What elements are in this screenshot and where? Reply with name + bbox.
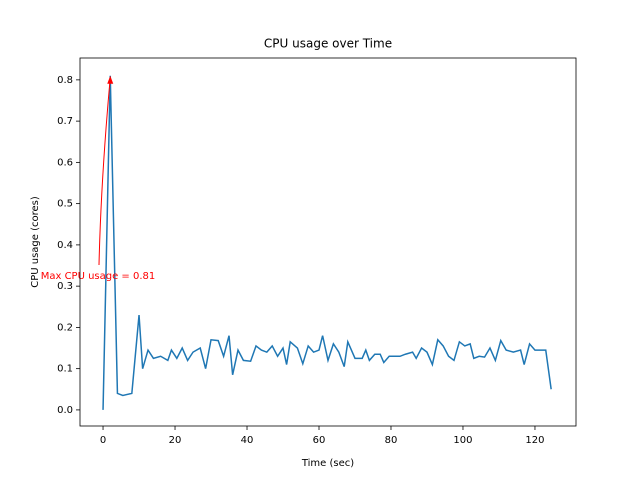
chart-title: CPU usage over Time — [264, 37, 392, 51]
y-tick-label: 0.4 — [57, 240, 73, 251]
y-tick-label: 0.2 — [57, 322, 73, 333]
x-tick-label: 100 — [453, 435, 472, 446]
y-tick-label: 0.8 — [57, 75, 73, 86]
y-tick-label: 0.5 — [57, 199, 73, 210]
y-tick-label: 0.7 — [57, 116, 73, 127]
x-tick-label: 20 — [169, 435, 182, 446]
y-tick-label: 0.3 — [57, 281, 73, 292]
y-axis-label: CPU usage (cores) — [30, 196, 41, 288]
x-axis-label: Time (sec) — [301, 458, 354, 469]
y-tick-label: 0.0 — [57, 405, 73, 416]
x-tick-label: 120 — [525, 435, 544, 446]
annotation-arrowhead — [107, 75, 114, 84]
x-tick-label: 0 — [100, 435, 106, 446]
y-tick-label: 0.1 — [57, 364, 73, 375]
annotation-arrow — [98, 77, 111, 266]
annotation: Max CPU usage = 0.81 — [41, 271, 156, 282]
y-tick-label: 0.6 — [57, 157, 73, 168]
plot-frame — [79, 57, 577, 427]
x-tick-label: 60 — [313, 435, 326, 446]
x-tick-label: 80 — [385, 435, 398, 446]
data-line — [102, 75, 552, 410]
x-tick-label: 40 — [241, 435, 254, 446]
